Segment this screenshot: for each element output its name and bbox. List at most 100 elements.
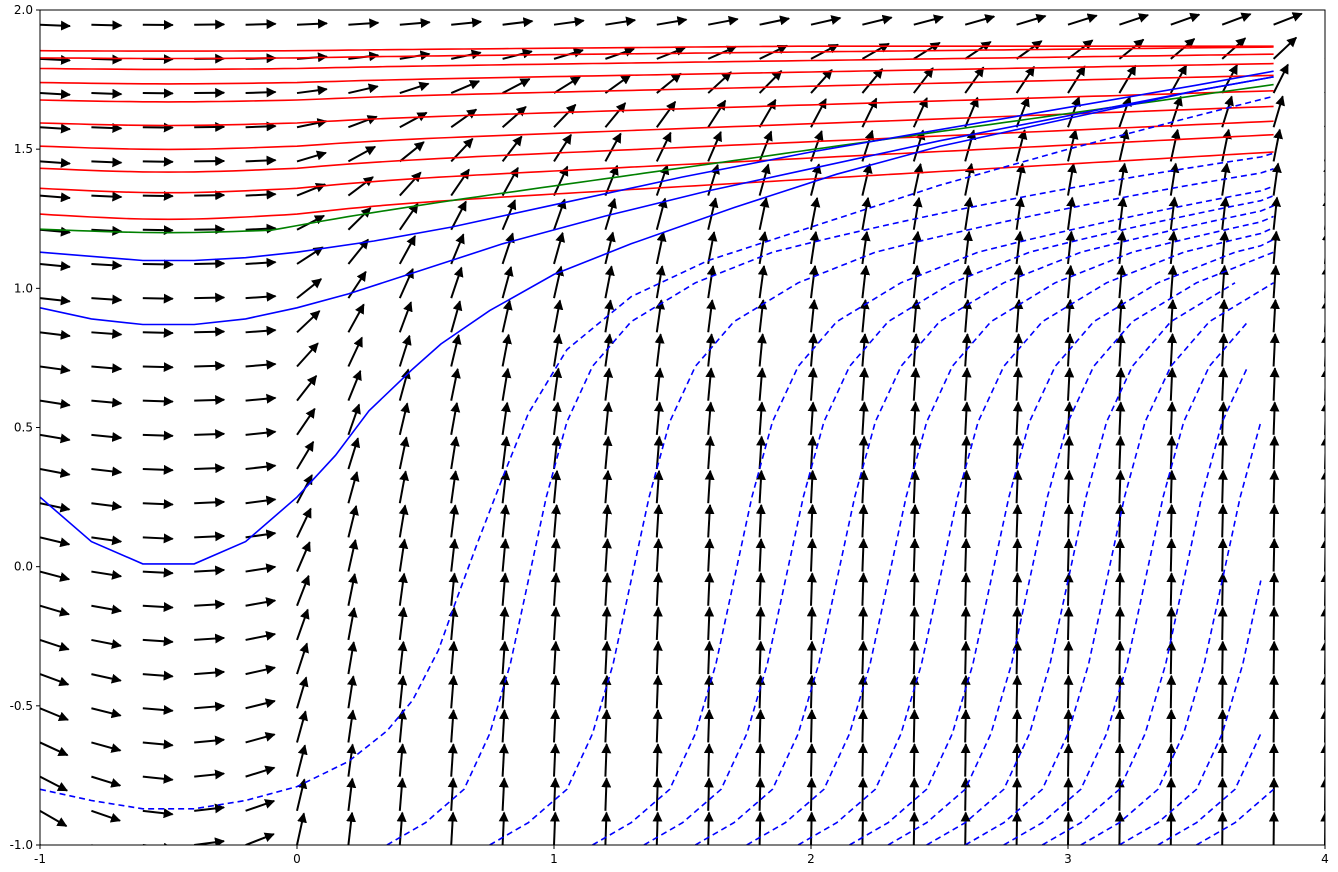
field-arrow <box>602 401 613 435</box>
field-arrow <box>601 743 612 777</box>
field-arrow <box>807 367 818 401</box>
blue-dashed-curve <box>1080 421 1262 845</box>
field-arrow <box>605 16 637 27</box>
field-arrow <box>807 503 818 538</box>
field-arrow <box>296 608 310 641</box>
field-arrow <box>655 265 666 299</box>
field-arrow <box>142 362 174 373</box>
field-arrow <box>40 329 71 340</box>
field-arrow <box>756 333 767 367</box>
field-arrow <box>1269 401 1280 435</box>
field-arrow <box>964 162 975 196</box>
field-arrow <box>704 503 715 538</box>
field-arrow <box>398 572 408 606</box>
field-arrow <box>550 709 561 743</box>
field-arrow <box>500 401 511 435</box>
field-arrow <box>964 129 977 162</box>
field-arrow <box>755 572 766 606</box>
field-arrow <box>450 401 461 436</box>
field-arrow <box>498 743 509 777</box>
field-arrow <box>756 367 767 401</box>
field-arrow <box>806 538 817 572</box>
field-arrow <box>296 574 311 607</box>
blue-dashed-curve <box>964 282 1275 845</box>
field-arrow <box>1217 435 1228 470</box>
field-arrow <box>1065 264 1075 299</box>
field-arrow <box>961 503 972 538</box>
field-arrow <box>1063 572 1074 606</box>
field-arrow <box>1012 572 1023 606</box>
field-arrow <box>296 375 318 402</box>
field-arrow <box>1114 572 1125 606</box>
field-arrow <box>909 469 920 504</box>
field-arrow <box>1114 674 1125 709</box>
field-arrow <box>909 674 920 709</box>
field-arrow <box>347 403 361 436</box>
field-arrow <box>1115 401 1126 435</box>
field-arrow <box>551 435 562 470</box>
field-arrow <box>501 265 514 299</box>
field-arrow <box>142 773 174 784</box>
field-arrow <box>1272 128 1283 162</box>
blue-solution-curve <box>40 76 1274 326</box>
field-arrow <box>755 674 766 709</box>
field-arrow <box>961 401 972 435</box>
red-solution-curve <box>40 62 1274 85</box>
field-arrow <box>194 565 226 576</box>
field-arrow <box>1269 538 1280 572</box>
field-arrow <box>1118 128 1130 162</box>
field-arrow <box>245 832 275 845</box>
field-arrow <box>245 427 277 438</box>
field-arrow <box>857 811 868 845</box>
field-arrow <box>1115 538 1126 572</box>
blue-dashed-curve <box>386 152 1274 845</box>
field-arrow <box>550 743 561 777</box>
field-arrow <box>703 777 714 811</box>
field-arrow <box>194 769 226 780</box>
field-arrow <box>245 189 277 200</box>
field-arrow <box>142 464 174 475</box>
field-arrow <box>245 19 277 30</box>
field-arrow <box>347 303 365 333</box>
field-arrow <box>1117 196 1128 230</box>
field-arrow <box>601 674 612 709</box>
field-arrow <box>806 708 817 743</box>
field-arrow <box>397 709 408 743</box>
field-arrow <box>296 407 316 436</box>
field-arrow <box>1167 333 1178 367</box>
field-arrow <box>960 777 971 811</box>
field-arrow <box>603 333 614 367</box>
blue-dashed-curve <box>1118 580 1262 845</box>
field-arrow <box>707 99 727 128</box>
field-arrow <box>859 367 870 401</box>
field-arrow <box>40 433 71 444</box>
field-arrow <box>553 133 572 162</box>
field-arrow <box>1324 57 1325 59</box>
field-arrow <box>1166 401 1177 435</box>
field-arrow <box>755 469 766 504</box>
field-arrow <box>346 709 357 743</box>
field-arrow <box>142 808 174 819</box>
field-arrow <box>398 436 410 470</box>
field-arrow <box>296 150 327 163</box>
field-arrow <box>1063 538 1074 572</box>
field-arrow <box>704 435 715 470</box>
field-arrow <box>858 606 869 640</box>
field-arrow <box>1012 401 1023 435</box>
field-arrow <box>450 108 478 129</box>
field-arrow <box>347 641 358 675</box>
field-arrow <box>858 640 869 675</box>
field-arrow <box>703 811 714 845</box>
blue-dashed-curve <box>592 185 1274 845</box>
field-arrow <box>705 401 716 435</box>
field-arrow <box>398 235 416 265</box>
field-arrow <box>910 367 921 401</box>
field-arrow <box>450 334 462 367</box>
field-arrow <box>1012 674 1023 709</box>
field-arrow <box>961 435 972 470</box>
field-arrow <box>652 743 663 777</box>
field-arrow <box>708 15 739 26</box>
field-arrow <box>705 367 716 401</box>
field-arrow <box>347 145 377 163</box>
field-arrow <box>40 123 71 134</box>
